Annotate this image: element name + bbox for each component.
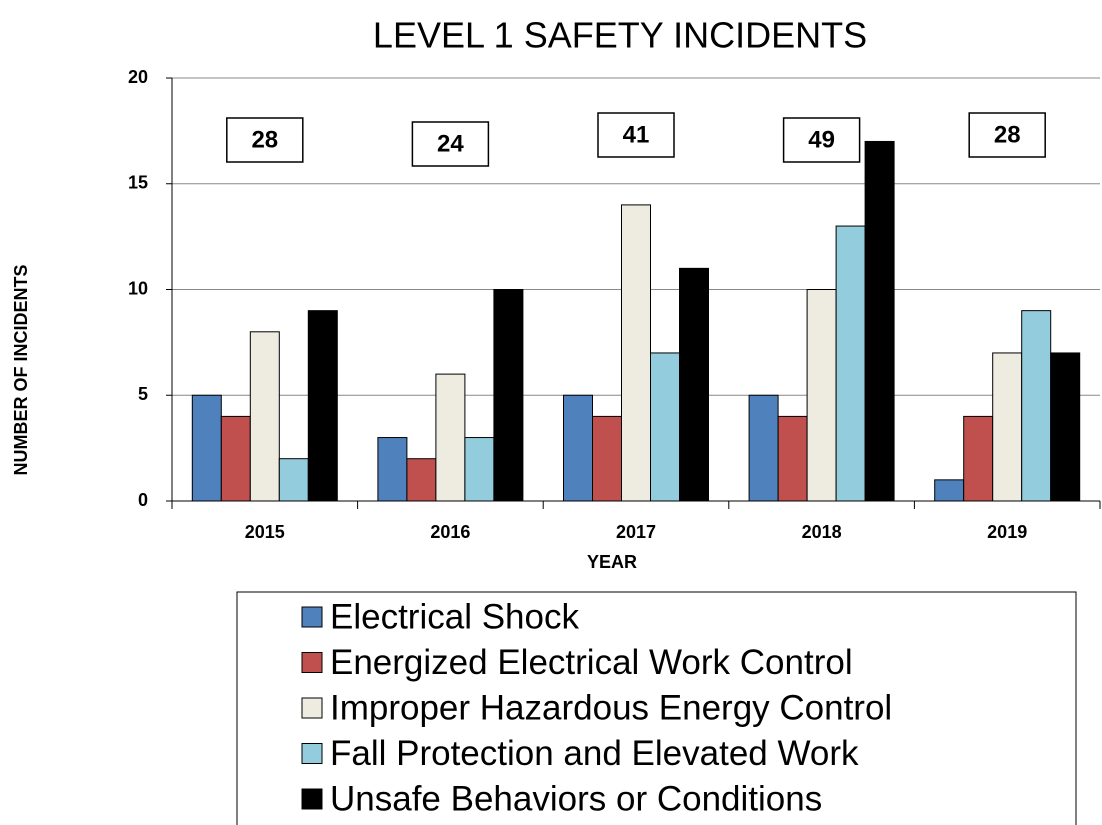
- y-tick-label: 10: [128, 278, 148, 298]
- bar: [464, 437, 495, 502]
- y-tick-label: 0: [138, 490, 148, 510]
- bar: [864, 140, 895, 502]
- bar: [650, 352, 680, 502]
- legend-swatch: [301, 606, 323, 628]
- total-label: 24: [437, 130, 464, 157]
- bar: [249, 331, 280, 502]
- total-box: [597, 112, 675, 158]
- x-tick-label: 2016: [430, 522, 470, 542]
- bar: [406, 458, 437, 502]
- bar: [493, 289, 524, 502]
- bar: [806, 289, 837, 502]
- chart-title: LEVEL 1 SAFETY INCIDENTS: [373, 15, 867, 56]
- bar: [992, 352, 1023, 502]
- legend-swatch: [301, 652, 323, 673]
- bar: [307, 310, 338, 502]
- bar: [563, 394, 593, 502]
- y-tick-label: 20: [128, 67, 148, 87]
- legend-box: [236, 591, 1077, 825]
- legend-label: Fall Protection and Elevated Work: [330, 734, 859, 773]
- legend-label: Electrical Shock: [330, 597, 579, 636]
- total-box: [782, 117, 861, 163]
- y-tick-label: 15: [128, 173, 148, 193]
- bar: [934, 479, 965, 502]
- total-box: [968, 112, 1046, 158]
- legend-label: Unsafe Behaviors or Conditions: [330, 779, 822, 818]
- x-axis-label: YEAR: [587, 552, 637, 572]
- legend-swatch: [301, 697, 323, 719]
- total-label: 49: [808, 126, 835, 153]
- bar: [621, 204, 651, 502]
- bar: [679, 267, 709, 502]
- x-tick-label: 2015: [245, 522, 285, 542]
- bar: [835, 225, 866, 502]
- y-tick-label: 5: [138, 384, 148, 404]
- total-label: 41: [623, 121, 650, 148]
- bar: [1021, 310, 1052, 502]
- total-label: 28: [994, 121, 1021, 148]
- bar: [377, 437, 408, 502]
- bar: [963, 415, 994, 502]
- x-tick-label: 2017: [616, 522, 656, 542]
- bar: [748, 394, 779, 502]
- bar: [777, 415, 808, 502]
- legend-label: Improper Hazardous Energy Control: [330, 688, 892, 727]
- x-tick-label: 2019: [987, 522, 1027, 542]
- bar: [592, 415, 622, 502]
- bar: [191, 394, 222, 502]
- x-tick-label: 2018: [802, 522, 842, 542]
- total-box: [411, 121, 490, 167]
- total-box: [226, 117, 304, 163]
- bar: [435, 373, 466, 502]
- legend-label: Energized Electrical Work Control: [330, 643, 853, 682]
- bar: [220, 415, 251, 502]
- bar: [278, 458, 309, 502]
- y-axis-label: NUMBER OF INCIDENTS: [11, 265, 31, 476]
- legend-swatch: [301, 788, 323, 810]
- bar: [1050, 352, 1081, 502]
- total-label: 28: [251, 126, 278, 153]
- legend-swatch: [301, 743, 323, 764]
